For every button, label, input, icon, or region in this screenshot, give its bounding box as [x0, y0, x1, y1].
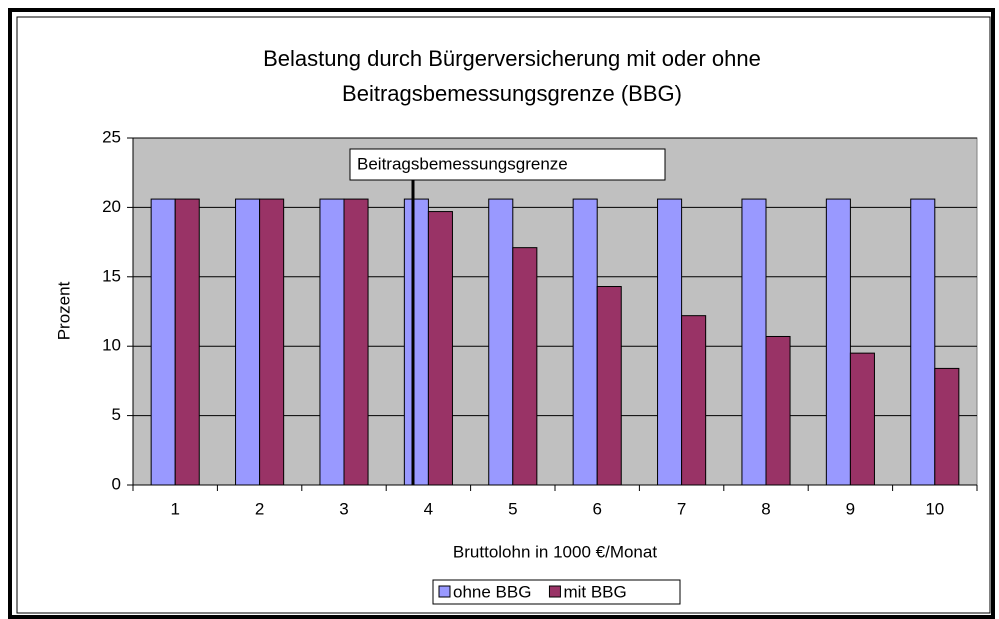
- bar: [910, 198, 936, 486]
- bar: [174, 198, 200, 486]
- outer-frame: [8, 8, 995, 619]
- x-tick-label: 5: [508, 499, 517, 518]
- x-tick-label: 10: [925, 499, 944, 518]
- annotation-box: [349, 148, 666, 181]
- bar: [596, 286, 622, 486]
- bar: [403, 198, 429, 486]
- x-tick-label: 2: [255, 499, 264, 518]
- bar: [681, 315, 707, 486]
- legend-label: ohne BBG: [453, 582, 531, 601]
- bar: [150, 198, 176, 486]
- annotation-text: Beitragsbemessungsgrenze: [357, 154, 568, 173]
- y-axis-label: Prozent: [54, 281, 73, 340]
- bar: [512, 247, 538, 486]
- y-tick-label: 15: [102, 266, 121, 285]
- y-tick-label: 0: [112, 474, 121, 493]
- bar: [259, 198, 285, 486]
- bar: [343, 198, 369, 486]
- chart-title: Belastung durch Bürgerversicherung mit o…: [263, 46, 761, 71]
- y-tick-label: 25: [102, 127, 121, 146]
- x-axis-label: Bruttolohn in 1000 €/Monat: [453, 542, 657, 561]
- bar: [849, 352, 875, 486]
- bar: [765, 335, 791, 486]
- x-tick-label: 7: [677, 499, 686, 518]
- x-tick-label: 1: [170, 499, 179, 518]
- x-tick-label: 3: [339, 499, 348, 518]
- y-tick-label: 10: [102, 336, 121, 355]
- y-tick-label: 5: [112, 405, 121, 424]
- legend-swatch: [438, 585, 451, 598]
- chart-title: Beitragsbemessungsgrenze (BBG): [342, 81, 682, 106]
- bar: [657, 198, 683, 486]
- x-tick-label: 9: [846, 499, 855, 518]
- bar: [235, 198, 261, 486]
- bar: [741, 198, 767, 486]
- bar: [825, 198, 851, 486]
- legend-swatch: [548, 585, 561, 598]
- bar: [572, 198, 598, 486]
- y-tick-label: 20: [102, 197, 121, 216]
- bar: [488, 198, 514, 486]
- x-tick-label: 4: [424, 499, 433, 518]
- bar: [934, 367, 960, 486]
- x-tick-label: 6: [592, 499, 601, 518]
- bar: [319, 198, 345, 486]
- bar: [427, 211, 453, 486]
- x-tick-label: 8: [761, 499, 770, 518]
- legend-label: mit BBG: [563, 582, 626, 601]
